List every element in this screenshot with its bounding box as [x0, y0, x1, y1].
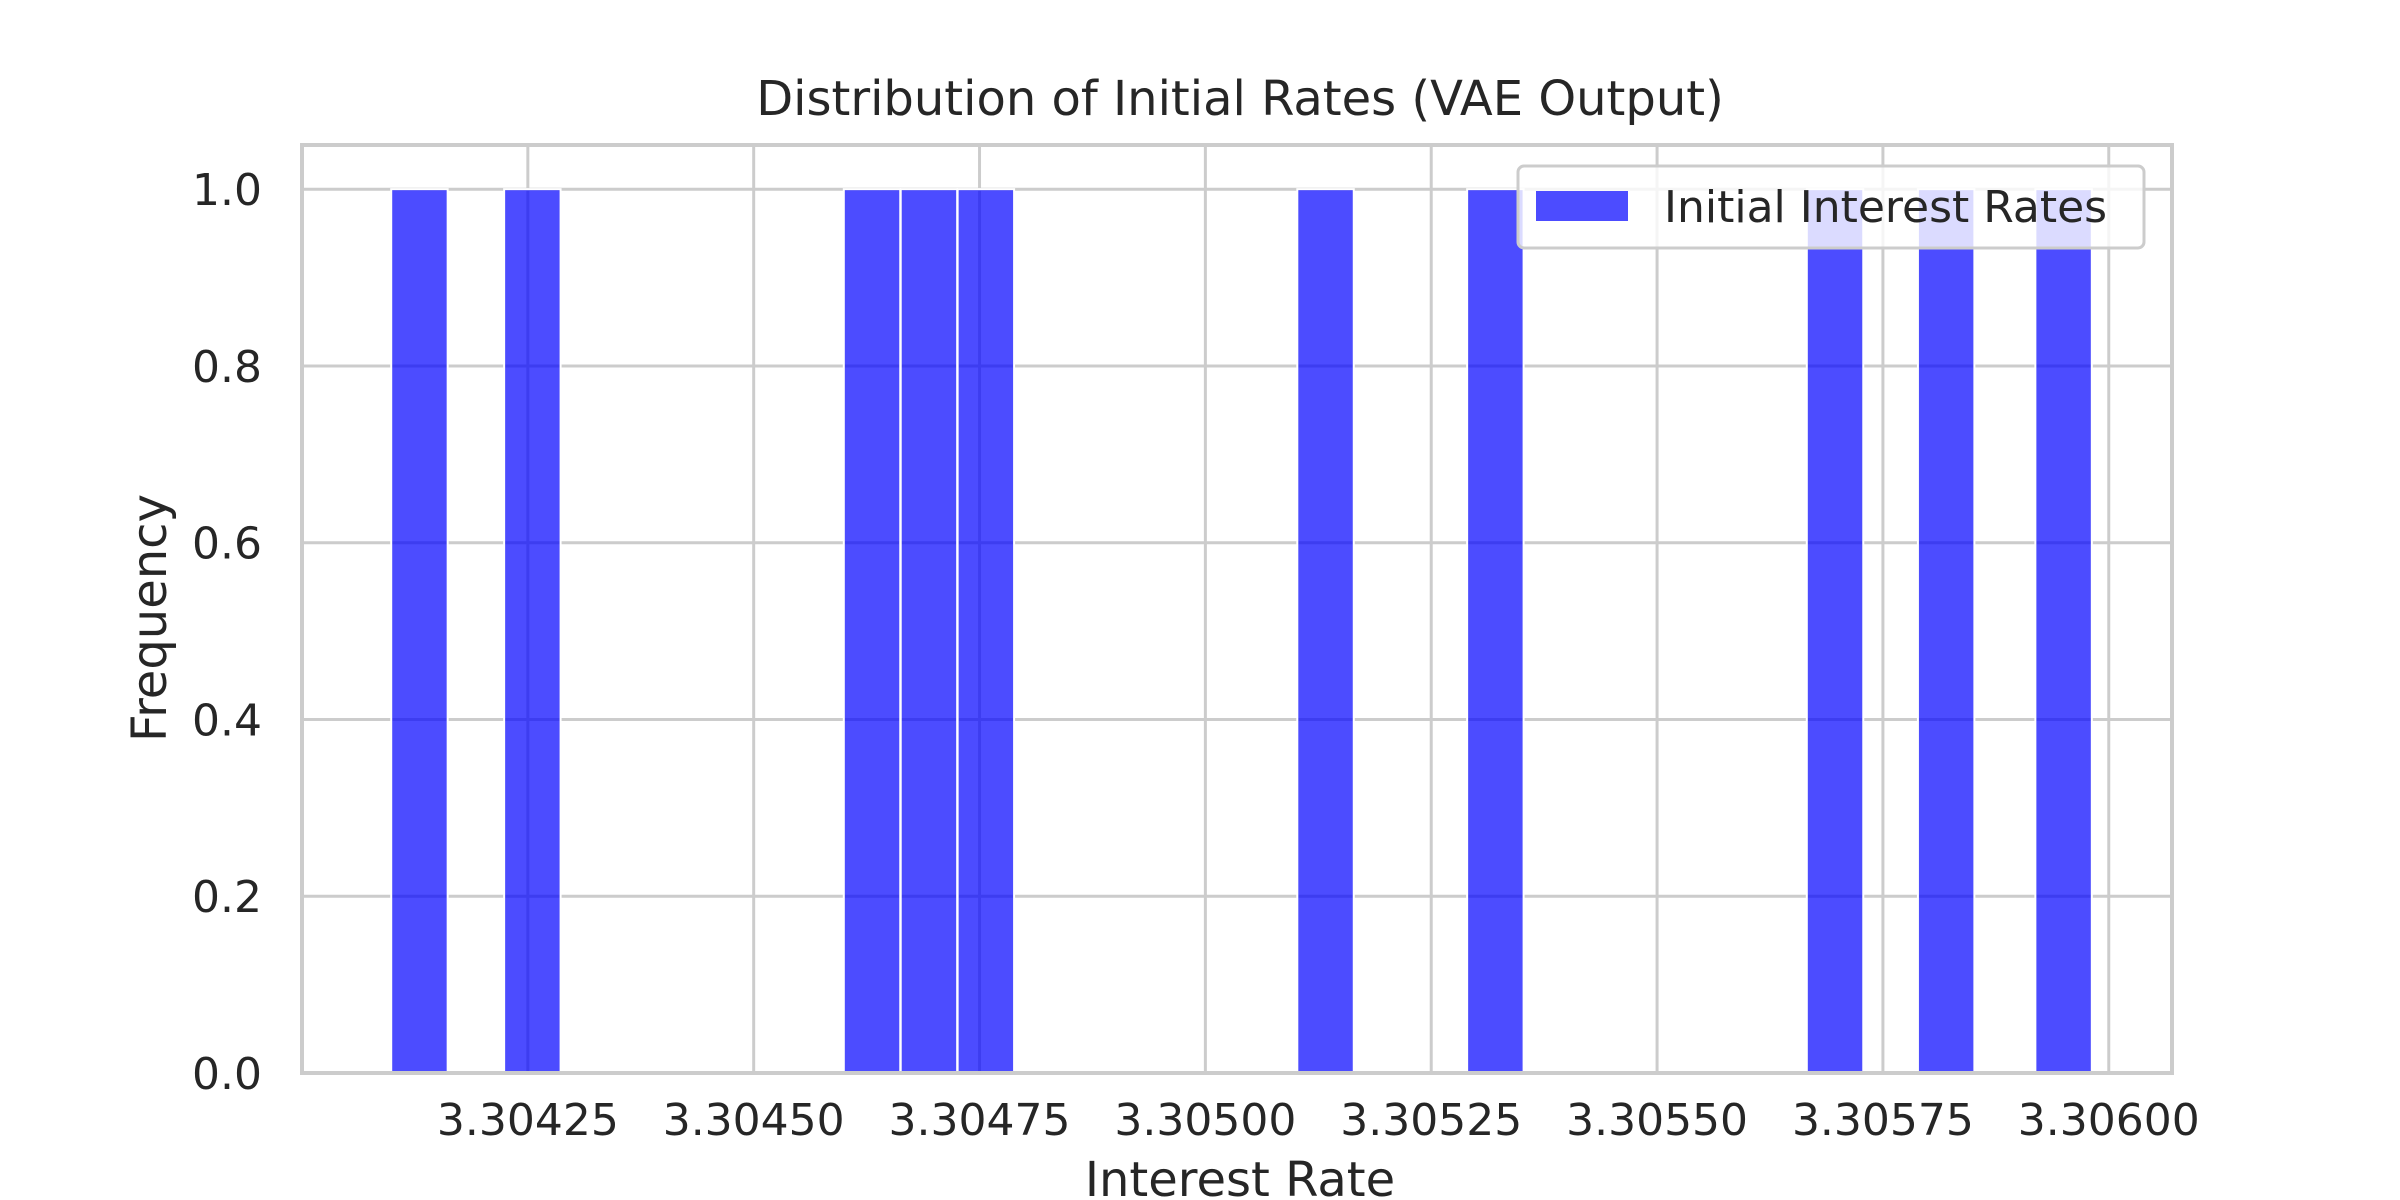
histogram-bar [1296, 188, 1355, 1074]
x-tick-label: 3.30600 [2018, 1095, 2200, 1146]
y-tick-label: 0.8 [192, 342, 262, 393]
histogram-bar [1805, 188, 1865, 1074]
histogram-bar [842, 188, 902, 1074]
legend-label: Initial Interest Rates [1664, 182, 2107, 233]
histogram-bar [503, 188, 562, 1074]
y-tick-labels: 0.0 0.2 0.4 0.6 0.8 1.0 [192, 165, 262, 1100]
y-tick-label: 0.4 [192, 695, 262, 746]
legend: Initial Interest Rates [1516, 164, 2146, 250]
histogram-bar [390, 188, 449, 1074]
x-tick-label: 3.30525 [1340, 1095, 1522, 1146]
histogram-bar [956, 188, 1016, 1074]
histogram-bar [1466, 188, 1525, 1074]
y-axis-label: Frequency [122, 494, 178, 742]
x-tick-label: 3.30575 [1792, 1095, 1974, 1146]
bars [390, 188, 2093, 1074]
histogram-bar [899, 188, 959, 1074]
y-tick-label: 1.0 [192, 165, 262, 216]
y-tick-label: 0.2 [192, 872, 262, 923]
x-axis-label: Interest Rate [1085, 1152, 1395, 1200]
histogram-bar [1916, 188, 1976, 1074]
x-tick-label: 3.30450 [663, 1095, 845, 1146]
legend-swatch [1536, 191, 1628, 221]
y-tick-label: 0.0 [192, 1049, 262, 1100]
x-tick-label: 3.30475 [889, 1095, 1071, 1146]
x-tick-label: 3.30500 [1114, 1095, 1296, 1146]
x-tick-labels: 3.30425 3.30450 3.30475 3.30500 3.30525 3.305… [437, 1095, 2200, 1146]
x-tick-label: 3.30425 [437, 1095, 619, 1146]
chart-title: Distribution of Initial Rates (VAE Outpu… [756, 71, 1724, 127]
y-tick-label: 0.6 [192, 519, 262, 570]
histogram-bar [2034, 188, 2093, 1074]
legend-box [1516, 164, 2146, 250]
plot-frame [300, 143, 2174, 1075]
x-tick-label: 3.30550 [1566, 1095, 1748, 1146]
